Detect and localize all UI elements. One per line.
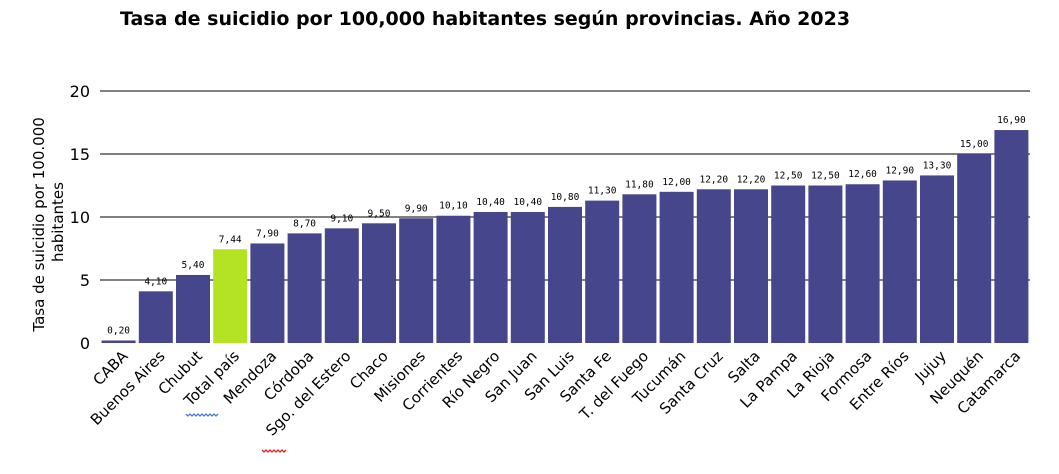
bar: [473, 211, 508, 343]
bar: [176, 274, 210, 343]
bar: [622, 194, 657, 343]
bar: [696, 189, 731, 343]
bar: [585, 200, 620, 343]
data-label: 10,40: [513, 197, 542, 208]
data-labels: 0,20 4,10 5,40 7,44 7,90 8,70 9,10 9,50 9,90 10,1…: [107, 115, 1026, 336]
y-axis-label: Tasa de suicidio por 100.000 habitantes: [30, 112, 67, 332]
data-label: 0,20: [107, 325, 130, 336]
bar: [548, 206, 582, 343]
bar: [659, 191, 694, 343]
bars: [101, 130, 1029, 343]
data-label: 12,50: [774, 171, 803, 182]
spellcheck-underline: [185, 413, 219, 417]
data-label: 9,90: [405, 203, 428, 214]
bar: [213, 249, 248, 343]
data-label: 13,30: [923, 160, 952, 171]
bar: [287, 233, 322, 343]
data-label: 11,30: [588, 186, 617, 197]
data-label: 16,90: [997, 115, 1026, 126]
data-label: 12,20: [699, 174, 728, 185]
y-tick-label: 5: [80, 271, 90, 290]
y-tick-label: 10: [70, 208, 90, 227]
bar: [101, 340, 136, 343]
bar: [808, 185, 843, 343]
bar: [771, 185, 806, 343]
bar: [920, 175, 954, 343]
bar: [436, 215, 471, 343]
bar: [882, 180, 917, 343]
data-label: 10,80: [551, 192, 580, 203]
bar: [845, 184, 880, 343]
data-label: 15,00: [960, 139, 989, 150]
data-label: 9,10: [330, 213, 353, 224]
chart-title: Tasa de suicidio por 100,000 habitantes …: [119, 8, 851, 30]
data-label: 7,44: [219, 234, 242, 245]
bar: [324, 228, 359, 343]
data-label: 7,90: [256, 228, 279, 239]
data-label: 12,90: [885, 165, 914, 176]
bar: [957, 154, 992, 343]
y-axis-label-line-1: Tasa de suicidio por 100.000: [30, 117, 48, 332]
bar: [362, 223, 396, 343]
bar: [138, 291, 173, 343]
data-label: 4,10: [144, 276, 167, 287]
bar: [994, 130, 1029, 343]
y-axis-label-line-2: habitantes: [49, 182, 67, 262]
y-tick-label: 20: [70, 82, 90, 101]
data-label: 12,00: [662, 177, 691, 188]
data-label: 9,50: [368, 208, 391, 219]
data-label: 12,50: [811, 171, 840, 182]
bar: [510, 211, 545, 343]
data-label: 12,20: [737, 174, 766, 185]
y-tick-label: 15: [70, 145, 90, 164]
y-tick-label: 0: [80, 334, 90, 353]
data-label: 10,10: [439, 201, 468, 212]
data-label: 12,60: [848, 169, 877, 180]
bar: [250, 243, 285, 343]
data-label: 8,70: [293, 218, 316, 229]
y-axis-ticks: 0 5 10 15 20: [70, 82, 90, 353]
data-label: 11,80: [625, 179, 654, 190]
data-label: 5,40: [182, 260, 205, 271]
bar: [399, 218, 434, 343]
spellcheck-underline: [261, 449, 287, 453]
bar: [734, 189, 768, 343]
data-label: 10,40: [476, 197, 505, 208]
